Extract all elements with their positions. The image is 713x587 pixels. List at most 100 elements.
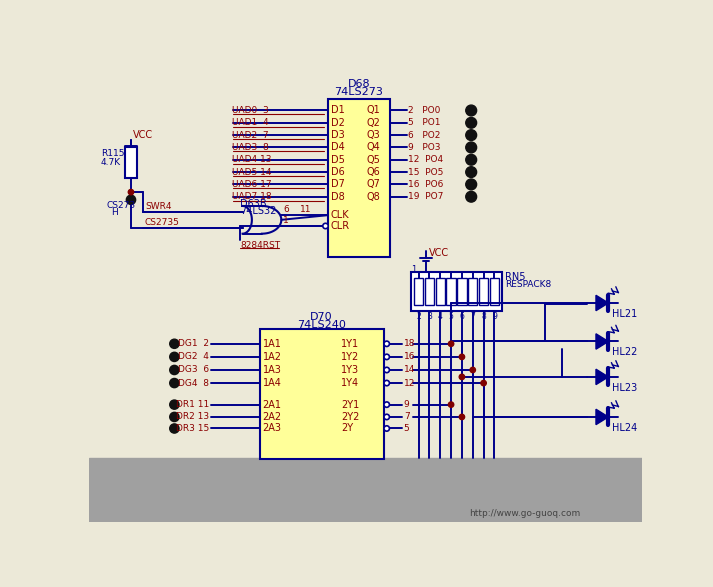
Text: 2Y2: 2Y2 — [341, 412, 359, 422]
Text: SWR4: SWR4 — [145, 203, 171, 211]
Text: 4.7K: 4.7K — [101, 158, 121, 167]
Text: 74LS32: 74LS32 — [240, 207, 277, 217]
Bar — [328, 99, 390, 257]
Circle shape — [126, 195, 135, 204]
Circle shape — [466, 142, 476, 153]
Text: D2: D2 — [331, 118, 345, 128]
Text: 9: 9 — [492, 312, 497, 321]
Text: 5: 5 — [404, 424, 409, 433]
Text: 6: 6 — [459, 312, 464, 321]
Text: 16  PO6: 16 PO6 — [408, 180, 443, 189]
Text: D5: D5 — [331, 155, 345, 165]
Text: 11: 11 — [300, 205, 312, 214]
Text: DG2  4: DG2 4 — [178, 352, 209, 362]
Circle shape — [384, 354, 389, 360]
Text: HL24: HL24 — [612, 423, 637, 433]
Circle shape — [466, 191, 476, 202]
Text: DR3 15: DR3 15 — [176, 424, 209, 433]
Text: D3: D3 — [331, 130, 344, 140]
Text: 74LS240: 74LS240 — [297, 319, 346, 329]
Circle shape — [170, 339, 179, 349]
Text: 6: 6 — [283, 205, 289, 214]
Text: RESPACK8: RESPACK8 — [506, 280, 552, 289]
Text: Q6: Q6 — [366, 167, 380, 177]
Text: HL22: HL22 — [612, 348, 637, 357]
Circle shape — [170, 379, 179, 387]
Polygon shape — [596, 295, 608, 311]
Text: http://www.go-guoq.com: http://www.go-guoq.com — [469, 509, 580, 518]
Circle shape — [466, 179, 476, 190]
Text: Q3: Q3 — [366, 130, 380, 140]
Text: 1A2: 1A2 — [262, 352, 282, 362]
Text: D7: D7 — [331, 180, 345, 190]
Bar — [446, 278, 456, 305]
Circle shape — [466, 154, 476, 165]
Circle shape — [384, 402, 389, 407]
Text: D63B: D63B — [240, 198, 267, 208]
Text: DG3  6: DG3 6 — [178, 366, 209, 375]
Text: 5   PO1: 5 PO1 — [408, 119, 440, 127]
Text: D4: D4 — [331, 143, 344, 153]
Text: H: H — [111, 208, 118, 217]
Text: 2A2: 2A2 — [262, 412, 282, 422]
Circle shape — [170, 424, 179, 433]
Text: 1: 1 — [283, 216, 289, 225]
Text: DG4  8: DG4 8 — [178, 379, 209, 387]
Text: DR1 11: DR1 11 — [176, 400, 209, 409]
Text: HL23: HL23 — [612, 383, 637, 393]
Text: 8: 8 — [481, 312, 486, 321]
Text: 15  PO5: 15 PO5 — [408, 167, 443, 177]
Bar — [125, 147, 137, 178]
Text: D1: D1 — [331, 106, 344, 116]
Text: 12  PO4: 12 PO4 — [408, 155, 443, 164]
Bar — [436, 278, 445, 305]
Circle shape — [459, 354, 465, 360]
Text: 2A3: 2A3 — [262, 423, 282, 433]
Circle shape — [384, 341, 389, 346]
Text: Q8: Q8 — [366, 192, 380, 202]
Text: DR2 13: DR2 13 — [176, 413, 209, 421]
Text: 1Y2: 1Y2 — [341, 352, 359, 362]
Circle shape — [448, 341, 453, 346]
Text: 74LS273: 74LS273 — [334, 87, 384, 97]
Bar — [411, 272, 502, 311]
Circle shape — [459, 374, 465, 380]
Text: 7: 7 — [404, 413, 409, 421]
Text: UAD1  4: UAD1 4 — [232, 119, 269, 127]
Circle shape — [481, 380, 486, 386]
Text: VCC: VCC — [429, 248, 449, 258]
Circle shape — [170, 400, 179, 409]
Text: 2: 2 — [416, 312, 421, 321]
Circle shape — [470, 367, 476, 373]
Text: 14: 14 — [404, 366, 415, 375]
Text: Q2: Q2 — [366, 118, 381, 128]
Circle shape — [384, 380, 389, 386]
Text: UAD6 17: UAD6 17 — [232, 180, 272, 189]
Circle shape — [128, 190, 134, 195]
Polygon shape — [596, 369, 608, 384]
Circle shape — [323, 223, 328, 229]
Text: CS2735: CS2735 — [145, 218, 180, 227]
Text: CS273: CS273 — [106, 201, 135, 210]
Text: 2A1: 2A1 — [262, 400, 282, 410]
Text: Q4: Q4 — [366, 143, 380, 153]
Text: 2   PO0: 2 PO0 — [408, 106, 440, 115]
Text: 9   PO3: 9 PO3 — [408, 143, 440, 152]
Text: 1A4: 1A4 — [262, 378, 282, 388]
Bar — [89, 458, 642, 522]
Text: RN5: RN5 — [506, 272, 525, 282]
Text: Q7: Q7 — [366, 180, 381, 190]
Text: 7: 7 — [471, 312, 475, 321]
Bar — [457, 278, 466, 305]
Text: VCC: VCC — [133, 130, 153, 140]
Text: 1Y4: 1Y4 — [341, 378, 359, 388]
Circle shape — [466, 117, 476, 128]
Polygon shape — [596, 409, 608, 424]
Text: 2Y1: 2Y1 — [341, 400, 359, 410]
Text: 4: 4 — [438, 312, 443, 321]
Text: 3: 3 — [427, 312, 432, 321]
Text: 19  PO7: 19 PO7 — [408, 192, 443, 201]
Bar — [479, 278, 488, 305]
Circle shape — [170, 412, 179, 421]
Text: R115: R115 — [101, 149, 124, 158]
